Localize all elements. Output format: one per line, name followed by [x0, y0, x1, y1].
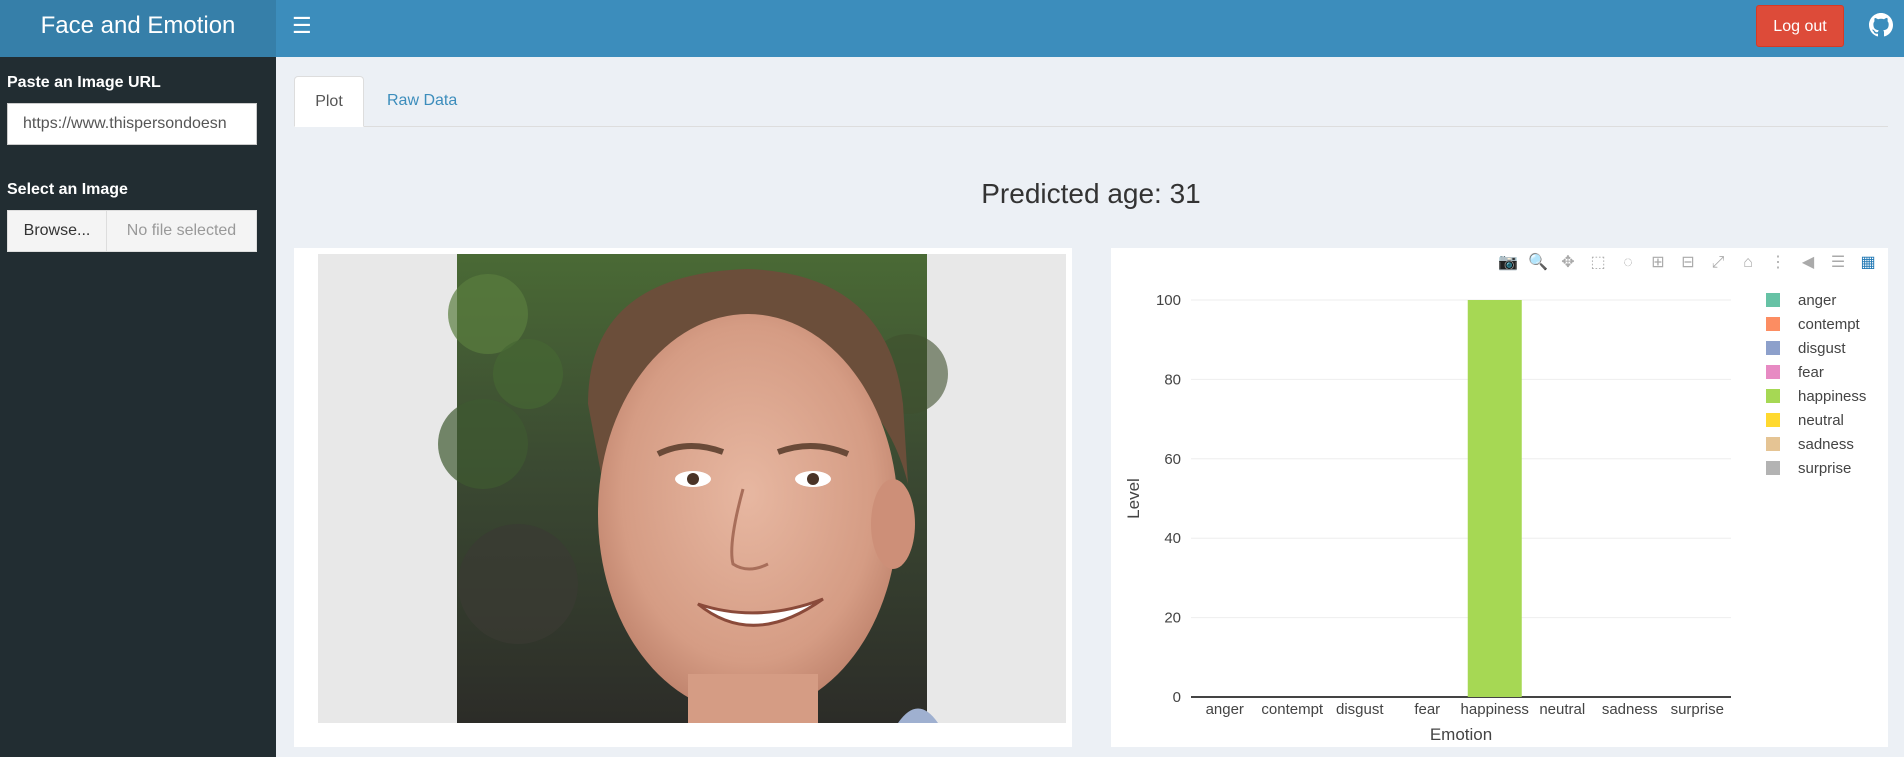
- chart-legend: anger contempt disgust fear happiness neutral…: [1761, 288, 1866, 480]
- legend-swatch: [1766, 413, 1780, 427]
- zoom-icon[interactable]: 🔍: [1528, 254, 1548, 271]
- legend-item-surprise[interactable]: surprise: [1761, 456, 1866, 480]
- url-label: Paste an Image URL: [7, 74, 161, 91]
- legend-item-anger[interactable]: anger: [1761, 288, 1866, 312]
- legend-swatch: [1766, 341, 1780, 355]
- spike-lines-icon[interactable]: ⋮: [1770, 254, 1786, 271]
- legend-swatch: [1766, 437, 1780, 451]
- legend-label: disgust: [1798, 339, 1846, 357]
- x-tick-label: disgust: [1336, 701, 1384, 718]
- predicted-age-title: Predicted age: 31: [981, 178, 1201, 209]
- face-photo: [438, 254, 948, 723]
- hover-compare-icon[interactable]: ☰: [1830, 254, 1846, 271]
- legend-item-disgust[interactable]: disgust: [1761, 336, 1866, 360]
- app-title[interactable]: Face and Emotion: [0, 0, 276, 57]
- legend-item-fear[interactable]: fear: [1761, 360, 1866, 384]
- legend-label: neutral: [1798, 411, 1844, 429]
- emotion-bar-chart: 0 20 40 60 80 100 anger contempt disgust fear happ…: [1124, 292, 1731, 744]
- x-tick-label: contempt: [1261, 701, 1324, 718]
- image-frame: [318, 254, 1066, 723]
- y-tick-label: 60: [1164, 451, 1181, 468]
- legend-label: sadness: [1798, 435, 1854, 453]
- legend-item-sadness[interactable]: sadness: [1761, 432, 1866, 456]
- legend-label: anger: [1798, 291, 1837, 309]
- github-icon[interactable]: [1869, 13, 1893, 37]
- tab-plot[interactable]: Plot: [294, 76, 364, 127]
- y-tick-label: 40: [1164, 530, 1181, 547]
- camera-icon[interactable]: 📷: [1498, 254, 1518, 271]
- lasso-icon[interactable]: ◌: [1623, 254, 1633, 271]
- legend-swatch: [1766, 389, 1780, 403]
- autoscale-icon[interactable]: ⤢: [1711, 254, 1725, 271]
- emotion-chart-panel: 📷 🔍 ✥ ⬚ ◌ ⊞ ⊟ ⤢ ⌂ ⋮ ◀ ☰ ▦ 0 20 40 60 80 100 anger contempt d…: [1111, 248, 1888, 747]
- legend-label: fear: [1798, 363, 1824, 381]
- select-image-label: Select an Image: [7, 181, 128, 198]
- pan-icon[interactable]: ✥: [1561, 254, 1575, 271]
- plotly-logo-icon[interactable]: ▦: [1860, 254, 1876, 271]
- y-tick-label: 100: [1156, 292, 1181, 309]
- legend-swatch: [1766, 317, 1780, 331]
- plot-modebar: 📷 🔍 ✥ ⬚ ◌ ⊞ ⊟ ⤢ ⌂ ⋮ ◀ ☰ ▦: [1496, 252, 1880, 274]
- y-axis-title: Level: [1124, 478, 1143, 519]
- x-axis-title: Emotion: [1430, 725, 1492, 744]
- sidebar: [0, 57, 276, 757]
- legend-item-happiness[interactable]: happiness: [1761, 384, 1866, 408]
- x-tick-label: neutral: [1539, 701, 1585, 718]
- tab-divider: [294, 126, 1888, 127]
- hover-closest-icon[interactable]: ◀: [1801, 254, 1815, 271]
- zoom-out-icon[interactable]: ⊟: [1681, 254, 1695, 271]
- image-url-input[interactable]: [7, 103, 257, 145]
- y-tick-label: 80: [1164, 371, 1181, 388]
- legend-label: happiness: [1798, 387, 1867, 405]
- browse-button[interactable]: Browse...: [7, 210, 107, 252]
- y-tick-label: 20: [1164, 610, 1181, 627]
- legend-label: contempt: [1798, 315, 1860, 333]
- legend-swatch: [1766, 293, 1780, 307]
- file-name-display: No file selected: [107, 210, 257, 252]
- x-tick-label: anger: [1206, 701, 1244, 718]
- hamburger-icon[interactable]: ☰: [292, 13, 312, 38]
- x-tick-label: fear: [1414, 701, 1440, 718]
- top-header: Face and Emotion ☰ Log out: [0, 0, 1904, 57]
- x-tick-label: happiness: [1461, 701, 1529, 718]
- tab-raw-data[interactable]: Raw Data: [387, 92, 458, 109]
- x-tick-label: sadness: [1602, 701, 1658, 718]
- legend-label: surprise: [1798, 459, 1852, 477]
- box-select-icon[interactable]: ⬚: [1590, 254, 1606, 271]
- zoom-in-icon[interactable]: ⊞: [1651, 254, 1665, 271]
- legend-swatch: [1766, 365, 1780, 379]
- legend-item-neutral[interactable]: neutral: [1761, 408, 1866, 432]
- logout-button[interactable]: Log out: [1756, 5, 1844, 47]
- bar-happiness: [1467, 300, 1522, 697]
- file-input[interactable]: Browse... No file selected: [7, 210, 257, 252]
- image-panel: [294, 248, 1072, 747]
- y-tick-label: 0: [1173, 689, 1181, 706]
- legend-swatch: [1766, 461, 1780, 475]
- reset-axes-icon[interactable]: ⌂: [1743, 254, 1753, 271]
- x-tick-label: surprise: [1671, 701, 1724, 718]
- legend-item-contempt[interactable]: contempt: [1761, 312, 1866, 336]
